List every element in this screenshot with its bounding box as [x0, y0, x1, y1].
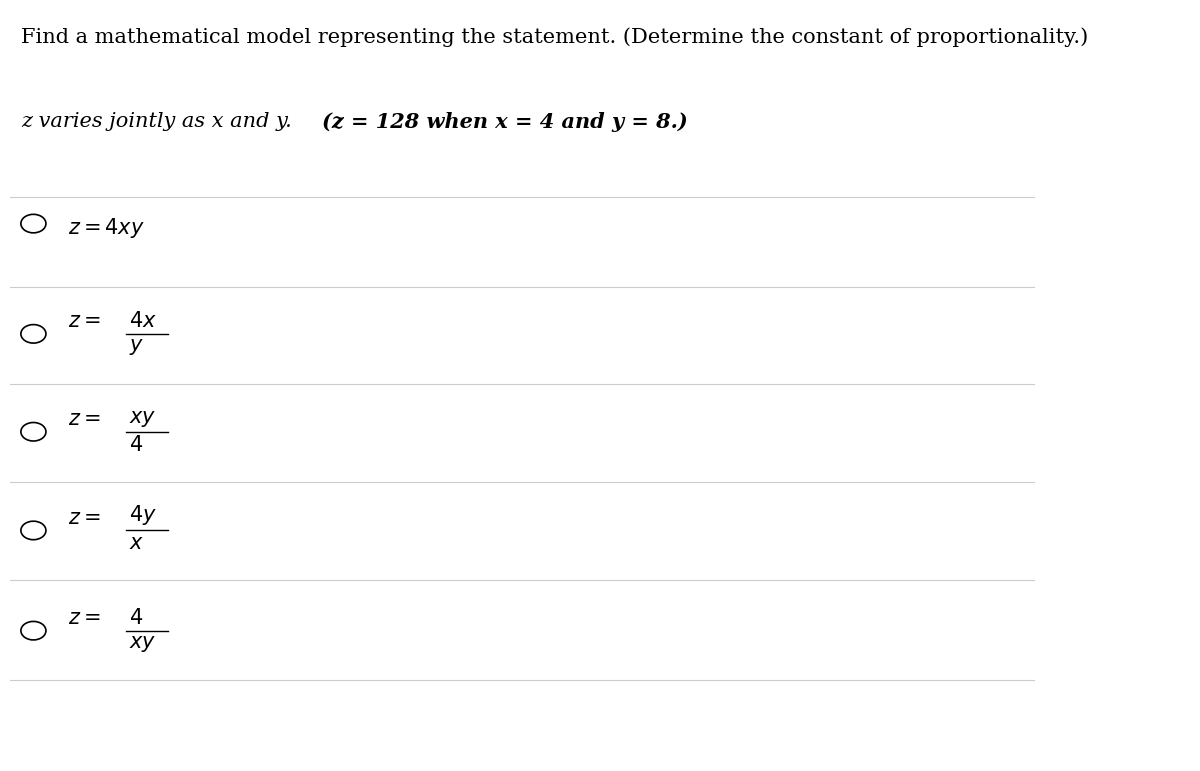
Text: $4$: $4$ [130, 435, 144, 455]
Text: $xy$: $xy$ [130, 634, 157, 654]
Text: $z =$: $z =$ [68, 609, 101, 628]
Text: $4x$: $4x$ [130, 311, 157, 331]
Text: $y$: $y$ [130, 337, 144, 357]
Text: $4$: $4$ [130, 608, 144, 628]
Text: z varies jointly as x and y.: z varies jointly as x and y. [20, 112, 299, 131]
Text: $z =$: $z =$ [68, 410, 101, 429]
Text: $xy$: $xy$ [130, 409, 157, 429]
Text: (z = 128 when x = 4 and y = 8.): (z = 128 when x = 4 and y = 8.) [322, 112, 688, 132]
Text: Find a mathematical model representing the statement. (Determine the constant of: Find a mathematical model representing t… [20, 27, 1088, 47]
Text: $z = 4xy$: $z = 4xy$ [68, 216, 145, 240]
Text: $4y$: $4y$ [130, 503, 157, 527]
Text: $z =$: $z =$ [68, 312, 101, 332]
Text: $z =$: $z =$ [68, 509, 101, 528]
Text: $x$: $x$ [130, 534, 144, 553]
